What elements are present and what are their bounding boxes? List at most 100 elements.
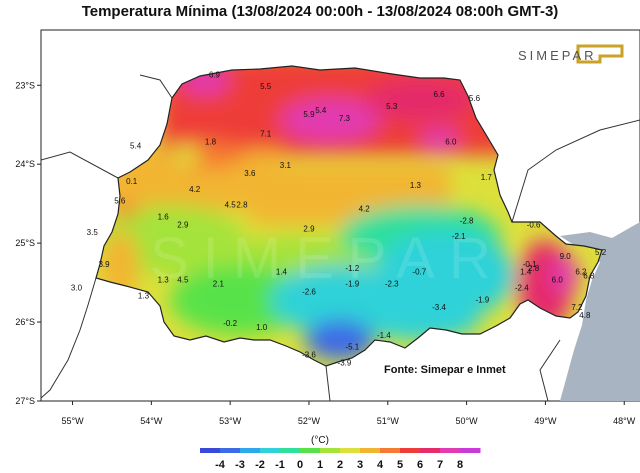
simepar-logo-text: SIMEPAR bbox=[518, 48, 597, 63]
station-value: 4.5 bbox=[177, 276, 189, 285]
lon-label: 54°W bbox=[140, 416, 163, 426]
station-value: -1.2 bbox=[345, 264, 359, 273]
station-value: 2.8 bbox=[528, 264, 540, 273]
station-value: -2.8 bbox=[460, 216, 474, 225]
station-value: 5.6 bbox=[469, 94, 481, 103]
station-value: 0.1 bbox=[126, 177, 138, 186]
station-value: 2.9 bbox=[303, 224, 315, 233]
station-value: -2.3 bbox=[385, 280, 399, 289]
legend-label: 6 bbox=[417, 459, 423, 471]
neighbour-border-north bbox=[41, 74, 173, 179]
legend-swatch bbox=[220, 448, 241, 453]
watermark-simepar: SIMEPAR bbox=[150, 226, 505, 291]
legend-swatch bbox=[260, 448, 281, 453]
station-value: 5.3 bbox=[386, 102, 398, 111]
station-value: 1.0 bbox=[256, 323, 268, 332]
lat-label: 25°S bbox=[15, 238, 35, 248]
legend-label: -4 bbox=[215, 459, 226, 471]
station-value: -1.4 bbox=[377, 331, 391, 340]
station-value: 2.1 bbox=[213, 280, 225, 289]
legend-swatch bbox=[320, 448, 341, 453]
lon-label: 48°W bbox=[613, 416, 636, 426]
station-value: 4.8 bbox=[579, 311, 591, 320]
lon-label: 50°W bbox=[456, 416, 479, 426]
station-value: 2.9 bbox=[177, 220, 189, 229]
station-value: 6.8 bbox=[583, 272, 595, 281]
station-value: 6.9 bbox=[209, 70, 221, 79]
ocean bbox=[560, 222, 640, 401]
station-value: 6.0 bbox=[445, 137, 457, 146]
station-value: -1.9 bbox=[345, 280, 359, 289]
station-value: 5.9 bbox=[303, 110, 315, 119]
lon-label: 53°W bbox=[219, 416, 242, 426]
source-note: Fonte: Simepar e Inmet bbox=[384, 364, 506, 376]
neighbour-border-south bbox=[325, 339, 561, 401]
legend-swatch bbox=[340, 448, 361, 453]
station-value: -0.1 bbox=[523, 260, 537, 269]
lat-label: 26°S bbox=[15, 317, 35, 327]
station-value: 5.5 bbox=[260, 82, 272, 91]
latitude-axis: 23°S 24°S 25°S 26°S 27°S bbox=[15, 80, 41, 406]
station-value: 1.4 bbox=[520, 268, 532, 277]
station-value: 7.3 bbox=[339, 114, 351, 123]
station-value: -3.4 bbox=[432, 303, 446, 312]
neighbour-border-west bbox=[41, 277, 97, 399]
legend-swatch bbox=[360, 448, 381, 453]
legend-label: 7 bbox=[437, 459, 443, 471]
station-value: 1.6 bbox=[158, 212, 170, 221]
legend-label: 5 bbox=[397, 459, 403, 471]
station-value: 3.9 bbox=[98, 260, 110, 269]
station-value: 4.2 bbox=[189, 185, 201, 194]
lat-label: 23°S bbox=[15, 80, 35, 90]
station-value: 1.8 bbox=[205, 137, 217, 146]
legend-label: -3 bbox=[235, 459, 245, 471]
map-title: Temperatura Mínima (13/08/2024 00:00h - … bbox=[81, 3, 559, 20]
neighbour-border-east bbox=[511, 119, 640, 223]
station-value: -5.1 bbox=[345, 343, 359, 352]
station-value: 6.0 bbox=[552, 276, 564, 285]
station-value: 1.3 bbox=[410, 181, 422, 190]
station-value: -0.2 bbox=[223, 319, 237, 328]
legend-swatch bbox=[280, 448, 301, 453]
station-value: 5.2 bbox=[595, 248, 607, 257]
lon-label: 51°W bbox=[377, 416, 400, 426]
station-value: 6.6 bbox=[433, 90, 445, 99]
station-value: 5.4 bbox=[130, 141, 142, 150]
station-values: 6.95.55.45.9 7.35.36.6 5.67.11.85.4 6.03.13… bbox=[71, 70, 607, 367]
lon-label: 55°W bbox=[61, 416, 84, 426]
legend-label: 8 bbox=[457, 459, 463, 471]
station-value: -0.7 bbox=[412, 268, 426, 277]
legend-label: 1 bbox=[317, 459, 323, 471]
station-value: -3.6 bbox=[302, 351, 316, 360]
station-value: 1.3 bbox=[138, 291, 150, 300]
station-value: 1.7 bbox=[481, 173, 493, 182]
station-value: 1.4 bbox=[276, 268, 288, 277]
legend-swatch bbox=[200, 448, 221, 453]
color-legend: -4 -3 -2 -1 0 1 2 3 4 5 6 7 8 bbox=[200, 448, 481, 471]
lon-label: 52°W bbox=[298, 416, 321, 426]
station-value: 1.3 bbox=[158, 276, 170, 285]
station-value: -2.1 bbox=[452, 232, 466, 241]
legend-label: -1 bbox=[275, 459, 285, 471]
station-value: 4.2 bbox=[359, 205, 371, 214]
station-value: 3.5 bbox=[87, 228, 99, 237]
station-value: 3.6 bbox=[244, 169, 256, 178]
simepar-logo-icon bbox=[576, 44, 624, 64]
station-value: -0.6 bbox=[527, 220, 541, 229]
station-value: -3.9 bbox=[338, 358, 352, 367]
lat-label: 24°S bbox=[15, 159, 35, 169]
legend-label: 2 bbox=[337, 459, 343, 471]
legend-swatch bbox=[380, 448, 401, 453]
station-value: 9.0 bbox=[560, 252, 572, 261]
station-value: 4.5 bbox=[225, 201, 237, 210]
legend-swatch bbox=[440, 448, 461, 453]
legend-swatch bbox=[300, 448, 321, 453]
station-value: 6.2 bbox=[575, 268, 587, 277]
longitude-axis: 55°W 54°W 53°W 52°W 51°W 50°W 49°W 48°W bbox=[61, 401, 636, 426]
station-value: -2.4 bbox=[515, 283, 529, 292]
station-value: -1.9 bbox=[475, 295, 489, 304]
legend-label: 0 bbox=[297, 459, 303, 471]
legend-swatch bbox=[460, 448, 481, 453]
station-value: 7.2 bbox=[571, 303, 583, 312]
